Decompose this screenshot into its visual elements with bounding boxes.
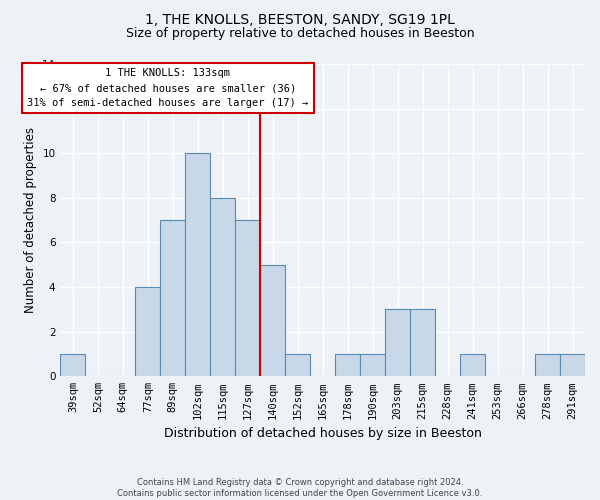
Text: 1 THE KNOLLS: 133sqm
← 67% of detached houses are smaller (36)
31% of semi-detac: 1 THE KNOLLS: 133sqm ← 67% of detached h… [27,68,308,108]
Text: 1, THE KNOLLS, BEESTON, SANDY, SG19 1PL: 1, THE KNOLLS, BEESTON, SANDY, SG19 1PL [145,12,455,26]
Text: Contains HM Land Registry data © Crown copyright and database right 2024.
Contai: Contains HM Land Registry data © Crown c… [118,478,482,498]
Y-axis label: Number of detached properties: Number of detached properties [24,127,37,313]
Bar [136,287,160,376]
Text: Size of property relative to detached houses in Beeston: Size of property relative to detached ho… [125,28,475,40]
Bar [335,354,360,376]
Bar [235,220,260,376]
Bar [560,354,585,376]
Bar [410,310,435,376]
Bar [460,354,485,376]
Bar [260,265,285,376]
Bar [385,310,410,376]
Bar [535,354,560,376]
Bar [360,354,385,376]
Bar [61,354,85,376]
Bar [185,153,210,376]
Bar [210,198,235,376]
Bar [160,220,185,376]
Bar [285,354,310,376]
X-axis label: Distribution of detached houses by size in Beeston: Distribution of detached houses by size … [164,427,482,440]
